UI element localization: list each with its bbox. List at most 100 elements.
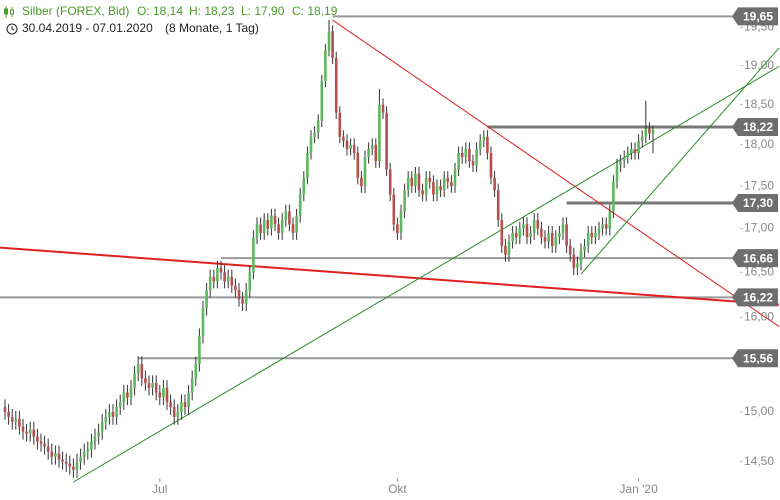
candle-body xyxy=(50,451,54,457)
candle-body xyxy=(270,215,273,229)
y-tick-label: 19,00 xyxy=(744,58,774,72)
candle-body xyxy=(291,224,295,233)
quote: C: 18,19 xyxy=(292,4,338,18)
candle-body xyxy=(644,128,648,137)
candle-body xyxy=(547,232,550,242)
candle-body xyxy=(514,232,518,238)
candle-body xyxy=(28,429,32,434)
candle-body xyxy=(388,169,392,195)
candle-body xyxy=(201,308,205,336)
candle-body xyxy=(338,112,342,137)
quote: O: 18,14 xyxy=(137,4,183,18)
level-box xyxy=(732,193,778,212)
candle-body xyxy=(532,219,536,233)
candle-body xyxy=(302,177,306,195)
candle-body xyxy=(500,219,504,246)
candle-body xyxy=(43,443,46,447)
candle-body xyxy=(331,31,334,58)
candle-body xyxy=(266,219,270,229)
candle-body xyxy=(597,228,601,233)
candle-body xyxy=(223,272,226,282)
candle-body xyxy=(640,136,644,141)
x-tick-label: Jan '20 xyxy=(619,482,658,496)
level-label: 15,56 xyxy=(743,351,773,365)
candle-body xyxy=(565,224,568,246)
candle-body xyxy=(367,148,370,158)
candle-body xyxy=(478,140,482,149)
candle-body xyxy=(511,232,514,242)
candle-body xyxy=(414,173,417,187)
candle-body xyxy=(54,453,57,457)
candle-body xyxy=(248,272,252,291)
candle-body xyxy=(176,411,180,417)
candle-body xyxy=(7,411,10,417)
candle-body xyxy=(648,128,651,134)
candle-body xyxy=(475,148,478,166)
candle-body xyxy=(464,148,468,158)
y-tick-label: 17,50 xyxy=(744,178,774,192)
candle-body xyxy=(133,373,136,388)
candle-body xyxy=(396,224,399,233)
candle-body xyxy=(309,136,313,153)
candle-body xyxy=(424,177,428,195)
candle-body xyxy=(64,461,68,464)
candle-body xyxy=(316,120,320,133)
candle-body xyxy=(108,411,111,417)
candle-body xyxy=(590,232,594,238)
candle-body xyxy=(471,161,475,166)
candle-body xyxy=(583,245,586,251)
candle-body xyxy=(568,245,572,255)
candle-body xyxy=(187,392,190,408)
candle-body xyxy=(622,157,626,162)
y-tick-label: 17,00 xyxy=(744,221,774,235)
candle-body xyxy=(342,136,345,141)
candle-body xyxy=(162,387,165,398)
candle-body xyxy=(288,211,291,225)
candle-body xyxy=(226,276,230,282)
y-tick-label: 16,50 xyxy=(744,264,774,278)
candle-body xyxy=(122,392,126,403)
candle-body xyxy=(651,129,655,134)
candle-body xyxy=(230,276,234,286)
candle-body xyxy=(306,152,309,178)
level-box xyxy=(732,288,778,307)
candle-body xyxy=(410,177,414,187)
y-tick-label: 16,00 xyxy=(744,310,774,324)
trendline xyxy=(580,47,780,275)
candle-body xyxy=(504,245,507,255)
chart-title: Silber (FOREX, Bid) xyxy=(22,4,129,18)
x-tick-label: Jul xyxy=(152,482,167,496)
candle-body xyxy=(381,104,385,113)
candle-body xyxy=(352,144,356,153)
candle-body xyxy=(82,451,86,457)
candle-body xyxy=(259,224,262,233)
candle-body xyxy=(406,177,410,191)
candle-body xyxy=(572,254,576,268)
candle-body xyxy=(374,144,378,162)
candle-body xyxy=(3,407,7,412)
candle-body xyxy=(417,173,421,191)
candle-body xyxy=(518,228,522,238)
candle-body xyxy=(237,290,241,300)
candle-body xyxy=(550,232,554,246)
candle-body xyxy=(468,148,471,162)
candle-body xyxy=(244,290,248,304)
candle-body xyxy=(370,144,374,149)
candle-body xyxy=(255,224,259,238)
candle-body xyxy=(428,177,432,182)
candle-body xyxy=(313,132,316,137)
candle-body xyxy=(540,228,543,238)
candle-body xyxy=(280,219,284,233)
candle-body xyxy=(399,211,403,233)
y-tick-label: 14,50 xyxy=(744,454,774,468)
candle-body xyxy=(579,250,583,264)
candle-body xyxy=(460,152,464,158)
candle-body xyxy=(345,140,349,149)
level-box xyxy=(732,118,778,137)
candle-body xyxy=(79,456,82,462)
candle-body xyxy=(46,446,50,452)
candle-body xyxy=(136,363,140,374)
candle-body xyxy=(72,466,75,470)
